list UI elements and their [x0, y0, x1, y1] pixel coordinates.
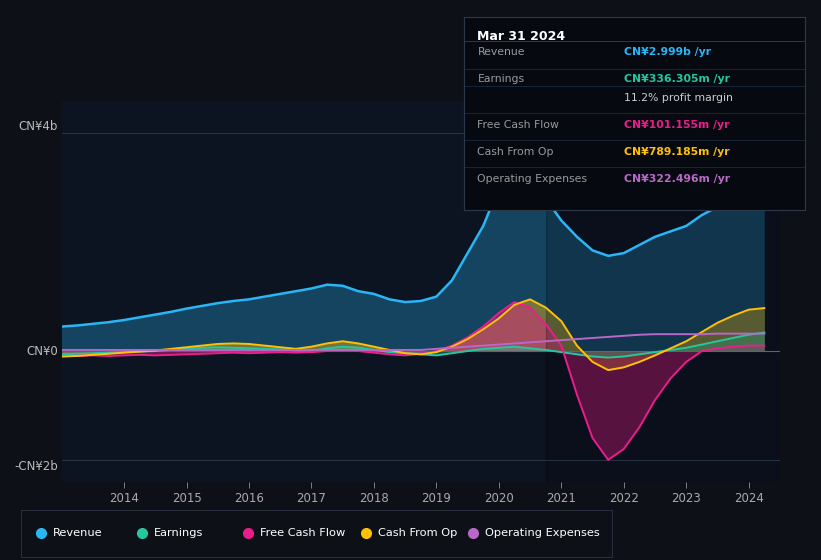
Text: Operating Expenses: Operating Expenses	[484, 529, 599, 538]
Text: CN¥322.496m /yr: CN¥322.496m /yr	[624, 174, 730, 184]
Text: -CN¥2b: -CN¥2b	[14, 460, 58, 473]
Text: Earnings: Earnings	[478, 74, 525, 84]
Text: Free Cash Flow: Free Cash Flow	[260, 529, 345, 538]
Text: CN¥4b: CN¥4b	[19, 120, 58, 133]
Text: Cash From Op: Cash From Op	[478, 147, 554, 157]
Text: CN¥0: CN¥0	[26, 344, 58, 357]
Text: Mar 31 2024: Mar 31 2024	[478, 30, 566, 43]
Text: Revenue: Revenue	[53, 529, 103, 538]
Text: 11.2% profit margin: 11.2% profit margin	[624, 93, 733, 103]
Text: CN¥101.155m /yr: CN¥101.155m /yr	[624, 120, 730, 130]
Text: CN¥789.185m /yr: CN¥789.185m /yr	[624, 147, 730, 157]
Text: Revenue: Revenue	[478, 46, 525, 57]
Text: Operating Expenses: Operating Expenses	[478, 174, 588, 184]
Text: Cash From Op: Cash From Op	[378, 529, 457, 538]
Text: Free Cash Flow: Free Cash Flow	[478, 120, 559, 130]
Text: Earnings: Earnings	[154, 529, 203, 538]
Text: CN¥2.999b /yr: CN¥2.999b /yr	[624, 46, 711, 57]
Text: CN¥336.305m /yr: CN¥336.305m /yr	[624, 74, 730, 84]
Bar	[546, 101, 780, 482]
